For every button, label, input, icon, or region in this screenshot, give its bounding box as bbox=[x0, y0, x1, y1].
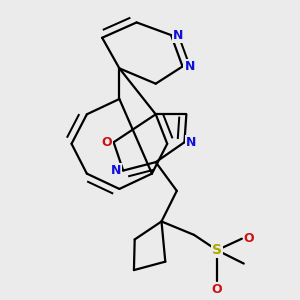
Text: S: S bbox=[212, 243, 222, 257]
Text: O: O bbox=[244, 232, 254, 245]
Text: N: N bbox=[111, 164, 121, 177]
Text: N: N bbox=[184, 60, 195, 73]
Text: N: N bbox=[173, 28, 183, 42]
Text: O: O bbox=[101, 136, 112, 149]
Text: N: N bbox=[186, 136, 197, 149]
Text: O: O bbox=[212, 283, 222, 296]
